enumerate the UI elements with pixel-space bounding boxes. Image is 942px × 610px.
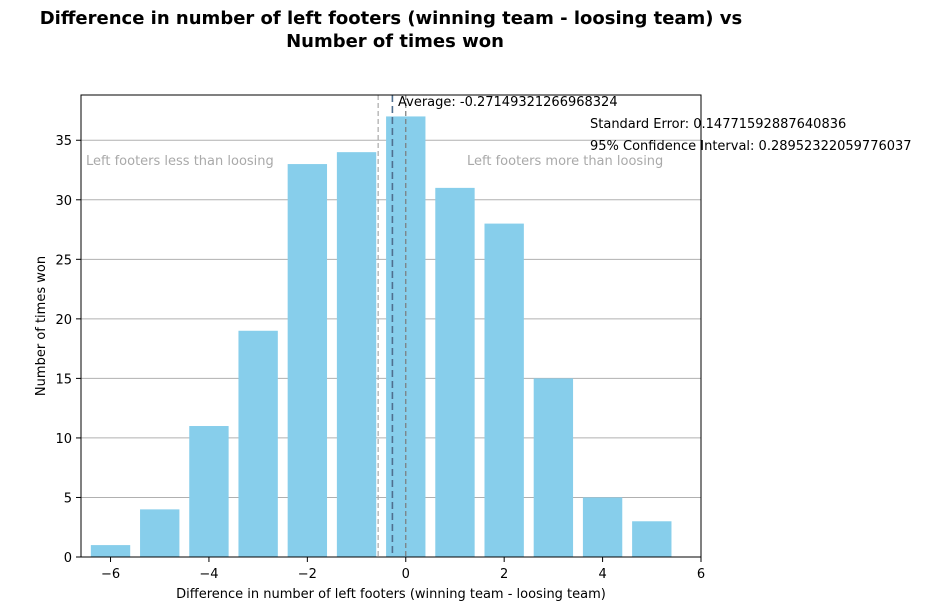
bars [90,116,672,558]
bar-7 [435,187,475,557]
ci-annotation: 95% Confidence Interval: 0.2895232205977… [590,139,912,154]
bar-2 [189,426,229,557]
bar-5 [336,152,377,557]
x-tick-label-5: 4 [598,567,606,582]
y-tick-label-1: 5 [64,491,72,506]
bar-0 [90,545,131,557]
y-tick-label-7: 35 [55,134,72,149]
bar-4 [287,164,328,557]
x-tick-label-2: −2 [298,567,317,582]
x-tick-label-3: 0 [402,567,410,582]
y-tick-label-4: 20 [55,313,72,328]
right-region-label: Left footers more than loosing [467,154,663,169]
bar-10 [582,497,623,557]
y-axis-label: Number of times won [34,256,49,396]
bar-11 [632,521,672,557]
plot-frame [80,94,702,558]
x-tick-label-1: −4 [199,567,218,582]
x-axis-label: Difference in number of left footers (wi… [176,587,606,602]
chart-title-line-1: Difference in number of left footers (wi… [40,8,743,29]
axes [80,94,702,558]
x-tick-label-6: 6 [697,567,705,582]
x-ticks: −6 −4 −2 0 2 4 6 [101,557,705,582]
left-region-label: Left footers less than loosing [86,154,274,169]
bar-8 [484,223,524,557]
y-ticks: 0 5 10 15 20 25 30 35 [55,134,81,566]
x-tick-label-0: −6 [101,567,120,582]
bar-1 [140,509,180,557]
reference-lines [377,95,407,557]
y-tick-label-2: 10 [55,432,72,447]
x-tick-label-4: 2 [500,567,508,582]
bar-3 [238,330,278,557]
average-annotation: Average: -0.27149321266968324 [398,95,618,110]
chart-title-line-2: Number of times won [286,31,504,52]
y-tick-label-6: 30 [55,194,72,209]
bar-9 [533,378,574,557]
y-tick-label-5: 25 [55,253,72,268]
y-tick-label-3: 15 [55,372,72,387]
std-error-annotation: Standard Error: 0.14771592887640836 [590,117,846,132]
y-tick-label-0: 0 [64,551,72,566]
